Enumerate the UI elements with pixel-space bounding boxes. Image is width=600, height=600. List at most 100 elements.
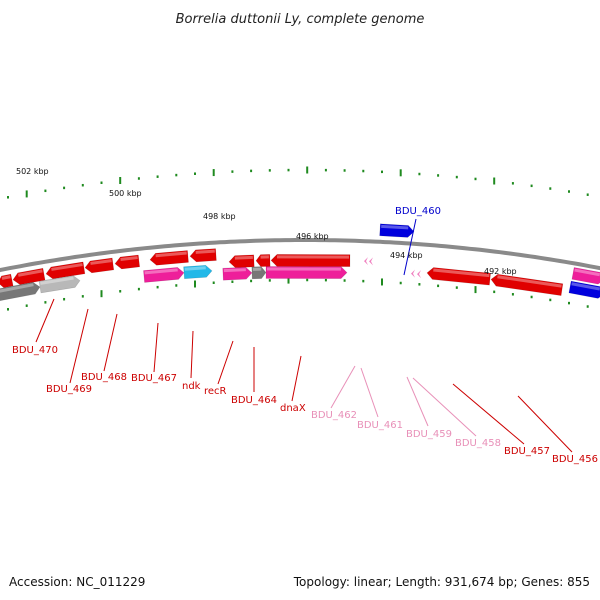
gene-highlight <box>0 283 34 293</box>
scale-label-498: 498 kbp <box>203 212 236 221</box>
gene-arrow <box>38 275 81 294</box>
scale-label-502: 502 kbp <box>16 167 49 176</box>
gene-label[interactable]: BDU_470 <box>12 345 58 356</box>
gene-features <box>0 223 600 302</box>
gene-label[interactable]: BDU_461 <box>357 420 403 431</box>
gene-highlight <box>234 255 253 260</box>
gene-label[interactable]: BDU_459 <box>406 429 452 440</box>
scale-label-500: 500 kbp <box>109 189 142 198</box>
label-leader-lines <box>35 218 573 453</box>
gene-label[interactable]: BDU_462 <box>311 410 357 421</box>
gene-arrow <box>426 267 491 286</box>
gene-body <box>251 266 267 280</box>
tick-marks <box>7 166 589 311</box>
gene-chevron <box>411 269 415 278</box>
leader-line <box>103 313 118 372</box>
gene-highlight <box>40 276 74 285</box>
gene-label[interactable]: BDU_464 <box>231 395 277 406</box>
gene-highlight <box>260 255 269 259</box>
gene-body <box>426 267 491 286</box>
gene-highlight <box>195 249 215 254</box>
gene-body <box>84 257 115 274</box>
gene-highlight <box>267 267 342 271</box>
gene-arrow <box>255 254 271 267</box>
gene-label[interactable]: BDU_456 <box>552 454 598 465</box>
leader-line <box>69 308 89 384</box>
leader-line <box>35 298 55 343</box>
gene-label[interactable]: BDU_469 <box>46 384 92 395</box>
gene-body <box>0 281 41 302</box>
gene-label[interactable]: BDU_468 <box>81 372 127 383</box>
gene-arrow <box>114 254 141 270</box>
leader-line <box>330 365 356 409</box>
gene-highlight <box>155 251 187 258</box>
gene-body <box>270 254 351 267</box>
gene-label[interactable]: BDU_458 <box>455 438 501 449</box>
gene-chevron <box>417 270 421 279</box>
genome-summary-text: Topology: linear; Length: 931,674 bp; Ge… <box>293 575 590 589</box>
gene-label[interactable]: recR <box>204 386 227 397</box>
gene-highlight <box>90 259 112 265</box>
gene-body <box>255 254 271 267</box>
gene-chevron <box>364 257 368 266</box>
gene-arrow <box>149 250 189 266</box>
gene-body <box>149 250 189 266</box>
gene-body <box>490 273 564 296</box>
gene-arrow <box>143 267 185 283</box>
gene-body <box>265 266 348 279</box>
leader-line <box>406 376 429 427</box>
gene-chevron <box>369 257 373 266</box>
gene-body <box>114 254 141 270</box>
genome-backbone <box>0 238 600 273</box>
gene-arrow <box>0 281 41 302</box>
gene-highlight <box>184 266 206 271</box>
gene-label[interactable]: dnaX <box>280 403 306 414</box>
gene-highlight <box>223 268 246 273</box>
backbone-line <box>0 238 600 273</box>
gene-body <box>183 264 213 280</box>
leader-line <box>412 377 477 437</box>
map-title: Borrelia duttonii Ly, complete genome <box>176 12 425 27</box>
gene-body <box>568 280 600 299</box>
gene-body <box>0 273 14 289</box>
gene-label[interactable]: ndk <box>182 381 201 392</box>
leader-line <box>217 340 234 385</box>
gene-arrow <box>228 254 255 268</box>
gene-highlight <box>277 255 350 259</box>
gene-arrow <box>265 266 348 279</box>
gene-highlight <box>381 224 409 230</box>
gene-body <box>228 254 255 268</box>
gene-highlight <box>433 268 490 278</box>
gene-arrow <box>0 273 14 289</box>
leader-line <box>517 395 573 453</box>
gene-arrow <box>183 264 213 280</box>
gene-body <box>189 248 217 263</box>
gene-highlight <box>144 268 178 275</box>
leader-line <box>452 383 525 445</box>
gene-label[interactable]: BDU_467 <box>131 373 177 384</box>
gene-label[interactable]: BDU_460 <box>395 206 441 217</box>
gene-highlight <box>120 256 138 262</box>
leader-line <box>291 355 302 402</box>
gene-arrow <box>379 223 415 238</box>
scale-label-494: 494 kbp <box>390 251 423 260</box>
gene-body <box>571 267 600 285</box>
gene-arrow <box>84 257 115 274</box>
gene-arrow <box>222 266 253 281</box>
gene-highlight <box>51 263 83 271</box>
leader-line <box>403 218 417 276</box>
gene-arrow <box>251 266 267 280</box>
gene-highlight <box>497 275 562 288</box>
gene-body <box>222 266 253 281</box>
gene-body <box>379 223 415 238</box>
gene-highlight <box>252 267 262 271</box>
accession-text: Accession: NC_011229 <box>9 575 145 589</box>
gene-body <box>38 275 81 294</box>
gene-arrow <box>189 248 217 263</box>
gene-arrow <box>270 254 351 267</box>
scale-label-492: 492 kbp <box>484 267 517 276</box>
leader-line <box>153 322 159 373</box>
gene-label[interactable]: BDU_457 <box>504 446 550 457</box>
gene-arrow <box>12 267 46 285</box>
